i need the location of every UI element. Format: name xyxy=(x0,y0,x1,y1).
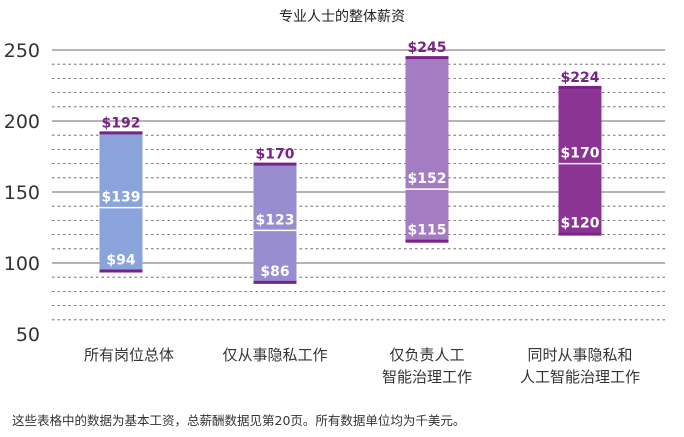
y-tick-label: 100 xyxy=(4,253,40,275)
range-bar xyxy=(405,57,449,242)
x-category-label: 仅负责人工 xyxy=(389,346,464,364)
bar-bottom-edge xyxy=(558,232,602,236)
low-value-label: $115 xyxy=(408,223,447,239)
low-value-label: $94 xyxy=(106,253,135,269)
high-value-label: $224 xyxy=(561,70,600,86)
chart-title: 专业人士的整体薪资 xyxy=(279,9,405,25)
bar-top-edge xyxy=(253,162,297,166)
high-value-label: $192 xyxy=(102,115,141,131)
range-bar xyxy=(99,132,143,272)
bar-top-edge xyxy=(558,85,602,89)
x-category-label: 仅从事隐私工作 xyxy=(222,346,327,364)
y-tick-label: 250 xyxy=(4,40,40,62)
median-value-label: $123 xyxy=(256,212,295,228)
median-value-label: $139 xyxy=(102,190,141,206)
bar-top-edge xyxy=(99,131,143,135)
x-category-label: 所有岗位总体 xyxy=(84,346,174,364)
range-bar xyxy=(253,163,297,283)
bar-top-edge xyxy=(405,56,449,60)
y-tick-label: 150 xyxy=(4,182,40,204)
bar-bottom-edge xyxy=(405,239,449,243)
bar-bottom-edge xyxy=(253,280,297,284)
x-category-label: 人工智能治理工作 xyxy=(520,368,640,386)
bar-bottom-edge xyxy=(99,269,143,273)
y-tick-label: 200 xyxy=(4,111,40,133)
high-value-label: $170 xyxy=(256,147,295,163)
range-bar xyxy=(558,86,602,235)
high-value-label: $245 xyxy=(408,40,447,56)
low-value-label: $86 xyxy=(260,264,289,280)
footnote: 这些表格中的数据为基本工资，总薪酬数据见第20页。所有数据单位均为千美元。 xyxy=(12,413,466,428)
median-value-label: $170 xyxy=(561,146,600,162)
median-value-label: $152 xyxy=(408,171,447,187)
x-category-label: 同时从事隐私和 xyxy=(527,346,632,364)
y-tick-label: 50 xyxy=(16,324,40,346)
x-category-label: 智能治理工作 xyxy=(382,368,472,386)
low-value-label: $120 xyxy=(561,216,600,232)
